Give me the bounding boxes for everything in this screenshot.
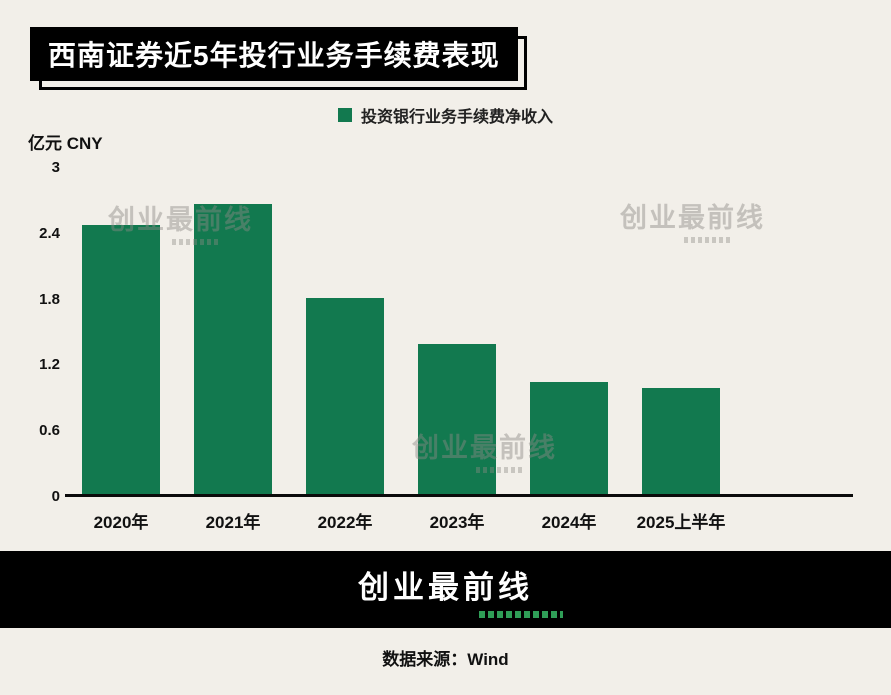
plot-area: [65, 168, 853, 497]
bar-slot: [289, 168, 401, 494]
y-tick-label: 2.4: [39, 224, 60, 242]
x-tick-label: 2022年: [317, 513, 373, 532]
y-axis: 0 0.6 1.2 1.8 2.4 3: [18, 159, 60, 505]
x-tick-label: 2023年: [429, 513, 485, 532]
bar-2025上半年: [642, 387, 720, 494]
y-tick-label: 3: [51, 159, 60, 176]
bar-slot: [401, 168, 513, 494]
footer-banner: 创业最前线: [0, 551, 891, 628]
y-tick-label: 1.2: [39, 356, 60, 374]
bar-2024年: [530, 382, 608, 494]
legend-label: 投资银行业务手续费净收入: [360, 109, 553, 126]
x-tick-label: 2024年: [541, 513, 597, 532]
chart-title: 西南证券近5年投行业务手续费表现: [30, 27, 527, 90]
y-tick-label: 0: [51, 488, 60, 505]
bar-slot: [177, 168, 289, 494]
y-tick-label: 0.6: [39, 422, 60, 440]
x-tick-label: 2020年: [93, 513, 149, 532]
footer-logo-tagline-mark: [478, 610, 563, 618]
bar-slot: [625, 168, 737, 494]
x-axis-labels: 2020年 2021年 2022年 2023年 2024年 2025上半年: [65, 508, 853, 533]
legend-swatch: [337, 108, 352, 122]
y-axis-unit-label: 亿元 CNY: [28, 134, 103, 153]
bar-2022年: [306, 298, 384, 494]
bar-2021年: [194, 203, 272, 494]
x-tick-label: 2021年: [205, 513, 261, 532]
bar-slot: [513, 168, 625, 494]
footer-logo: 创业最前线: [358, 569, 533, 605]
bar-2023年: [418, 344, 496, 494]
bar-2020年: [82, 224, 160, 494]
x-tick-label: 2025上半年: [636, 513, 726, 532]
data-source: 数据来源：Wind: [382, 650, 509, 669]
bar-slot: [65, 168, 177, 494]
chart-legend: 投资银行业务手续费净收入: [0, 103, 891, 127]
y-tick-label: 1.8: [39, 290, 60, 308]
